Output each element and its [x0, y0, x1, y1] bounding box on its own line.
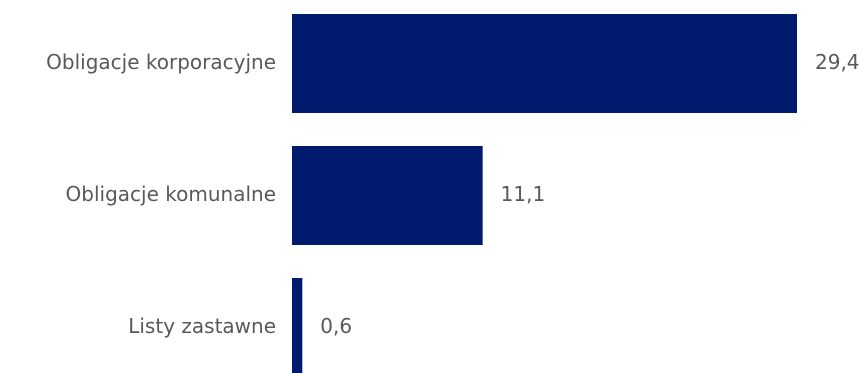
bars-group [292, 14, 797, 373]
value-label-3: 0,6 [320, 314, 352, 338]
value-labels-group: 29,4 11,1 0,6 [320, 50, 859, 338]
value-label-2: 11,1 [501, 182, 546, 206]
category-label-3: Listy zastawne [128, 314, 276, 338]
category-labels-group: Obligacje korporacyjne Obligacje komunaln… [46, 50, 276, 338]
bar-2 [292, 146, 483, 245]
bar-3 [292, 278, 303, 373]
category-label-2: Obligacje komunalne [66, 182, 276, 206]
category-label-1: Obligacje korporacyjne [46, 50, 276, 74]
value-label-1: 29,4 [815, 50, 860, 74]
bar-1 [292, 14, 797, 113]
